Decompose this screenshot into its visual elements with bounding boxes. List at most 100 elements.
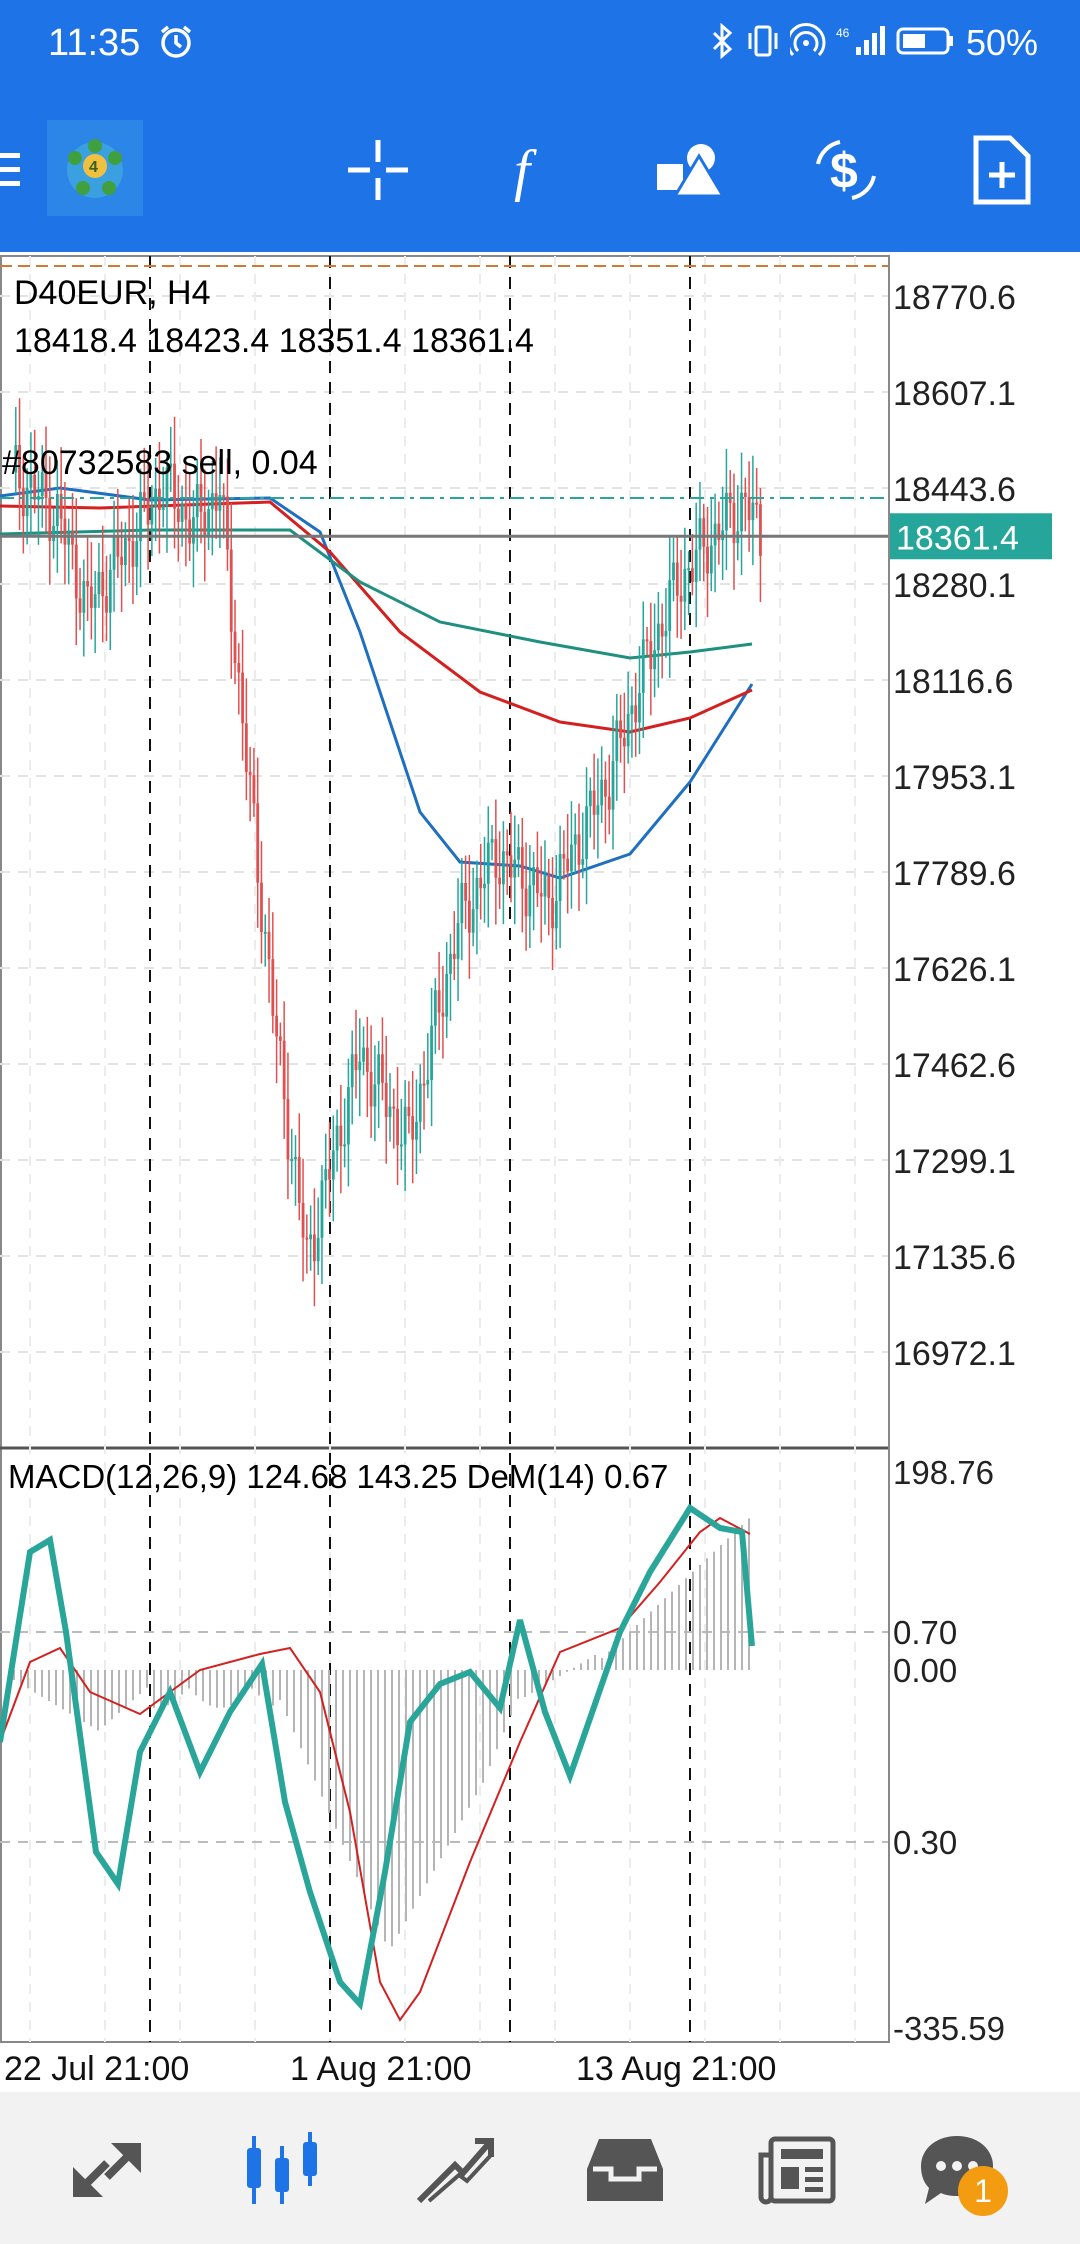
- candle-body: [687, 568, 691, 571]
- candle-body: [615, 720, 619, 762]
- crosshair-icon[interactable]: [338, 130, 418, 210]
- candle-body: [433, 990, 437, 1026]
- quotes-icon[interactable]: [62, 2130, 152, 2210]
- candle-body: [743, 492, 747, 497]
- candle-body: [86, 581, 89, 587]
- trade-icon[interactable]: [410, 2130, 500, 2210]
- candle-body: [483, 883, 486, 889]
- battery-percent: 50%: [965, 22, 1038, 63]
- candle-body: [18, 445, 21, 489]
- candle-body: [260, 882, 263, 933]
- candle-body: [725, 492, 728, 531]
- time-axis-label: 1 Aug 21:00: [290, 2050, 472, 2088]
- candle-body: [150, 506, 154, 525]
- candle-body: [112, 535, 116, 570]
- candle-body: [169, 463, 173, 468]
- candle-body: [350, 1054, 354, 1088]
- candle-body: [188, 519, 192, 544]
- ohlc-label: 18418.4 18423.4 18351.4 18361.4: [14, 322, 534, 360]
- candle-body: [71, 532, 74, 545]
- candle-body: [358, 1061, 362, 1071]
- new-order-icon[interactable]: [962, 130, 1042, 210]
- candle-body: [320, 1180, 324, 1238]
- news-icon[interactable]: [752, 2130, 842, 2210]
- candle-body: [256, 803, 260, 883]
- candle-body: [622, 737, 626, 747]
- function-icon[interactable]: f: [492, 130, 572, 210]
- chart-overlay: 18361.4: [0, 265, 1052, 560]
- status-bar: 11:35 46 50%: [0, 0, 1080, 90]
- candle-body: [158, 488, 161, 510]
- hotspot-icon: [786, 22, 826, 64]
- candle-body: [498, 877, 502, 885]
- candle-body: [634, 705, 638, 723]
- candle-body: [437, 990, 441, 1013]
- candle-body: [467, 900, 471, 933]
- candle-body: [513, 859, 517, 878]
- candle-body: [396, 1108, 399, 1146]
- chart-area[interactable]: 18770.6 18607.1 18443.6 18280.1 18116.6 17953…: [0, 252, 1080, 2092]
- candle-body: [445, 973, 449, 1017]
- price-axis-label: 17789.6: [893, 855, 1016, 893]
- candle-body: [460, 882, 464, 924]
- price-axis-label: 18770.6: [893, 279, 1016, 317]
- menu-icon[interactable]: [0, 130, 40, 210]
- candle-body: [649, 641, 653, 670]
- candle-body: [278, 1036, 282, 1041]
- candle-body: [369, 1071, 373, 1107]
- candle-body: [415, 1121, 418, 1140]
- candle-body: [365, 1047, 369, 1072]
- candle-body: [740, 492, 743, 532]
- candle-body: [131, 540, 135, 567]
- candle-body: [399, 1144, 403, 1147]
- candle-body: [214, 493, 218, 511]
- svg-text:f: f: [514, 138, 537, 202]
- candle-body: [566, 858, 570, 872]
- app-logo-icon[interactable]: 4: [47, 120, 143, 216]
- candle-body: [271, 959, 275, 1016]
- history-icon[interactable]: [580, 2130, 670, 2210]
- dollar-icon[interactable]: $: [806, 130, 886, 210]
- candle-body: [551, 897, 554, 929]
- price-axis-label: 17462.6: [893, 1047, 1016, 1085]
- candle-body: [195, 484, 199, 518]
- bluetooth-icon: [710, 22, 736, 64]
- candle-body: [528, 885, 532, 917]
- candle-body: [210, 493, 214, 510]
- candle-body: [59, 494, 63, 519]
- candle-body: [29, 474, 33, 488]
- candle-body: [180, 503, 184, 522]
- candle-body: [702, 518, 706, 547]
- order-label[interactable]: #80732583 sell, 0.04: [2, 444, 318, 482]
- candle-body: [313, 1234, 316, 1262]
- objects-icon[interactable]: [650, 130, 730, 210]
- candle-body: [78, 598, 82, 613]
- candle-body: [101, 571, 105, 597]
- chart-icon[interactable]: [238, 2130, 328, 2210]
- candle-body: [486, 842, 490, 884]
- candle-body: [475, 877, 479, 910]
- candle-body: [388, 1106, 392, 1118]
- candle-body: [596, 805, 600, 815]
- current-price-tag: [890, 513, 1052, 560]
- candle-body: [607, 796, 611, 810]
- candle-body: [683, 569, 687, 602]
- candle-body: [672, 562, 675, 581]
- candle-body: [709, 545, 713, 574]
- candle-body: [759, 504, 762, 556]
- candle-body: [732, 502, 736, 544]
- candle-body: [192, 517, 195, 544]
- status-time: 11:35: [48, 22, 141, 64]
- candle-body: [570, 844, 573, 872]
- candle-body: [706, 546, 709, 574]
- ma-fast-line: [0, 486, 754, 880]
- candle-body: [25, 487, 29, 517]
- price-axis-label: 17626.1: [893, 951, 1016, 989]
- time-axis-label: 22 Jul 21:00: [4, 2050, 189, 2088]
- candle-body: [93, 594, 97, 608]
- price-axis-label: 18443.6: [893, 471, 1016, 509]
- candle-body: [108, 569, 112, 613]
- candle-body: [173, 463, 176, 509]
- candle-body: [381, 1054, 384, 1083]
- candle-body: [638, 692, 641, 723]
